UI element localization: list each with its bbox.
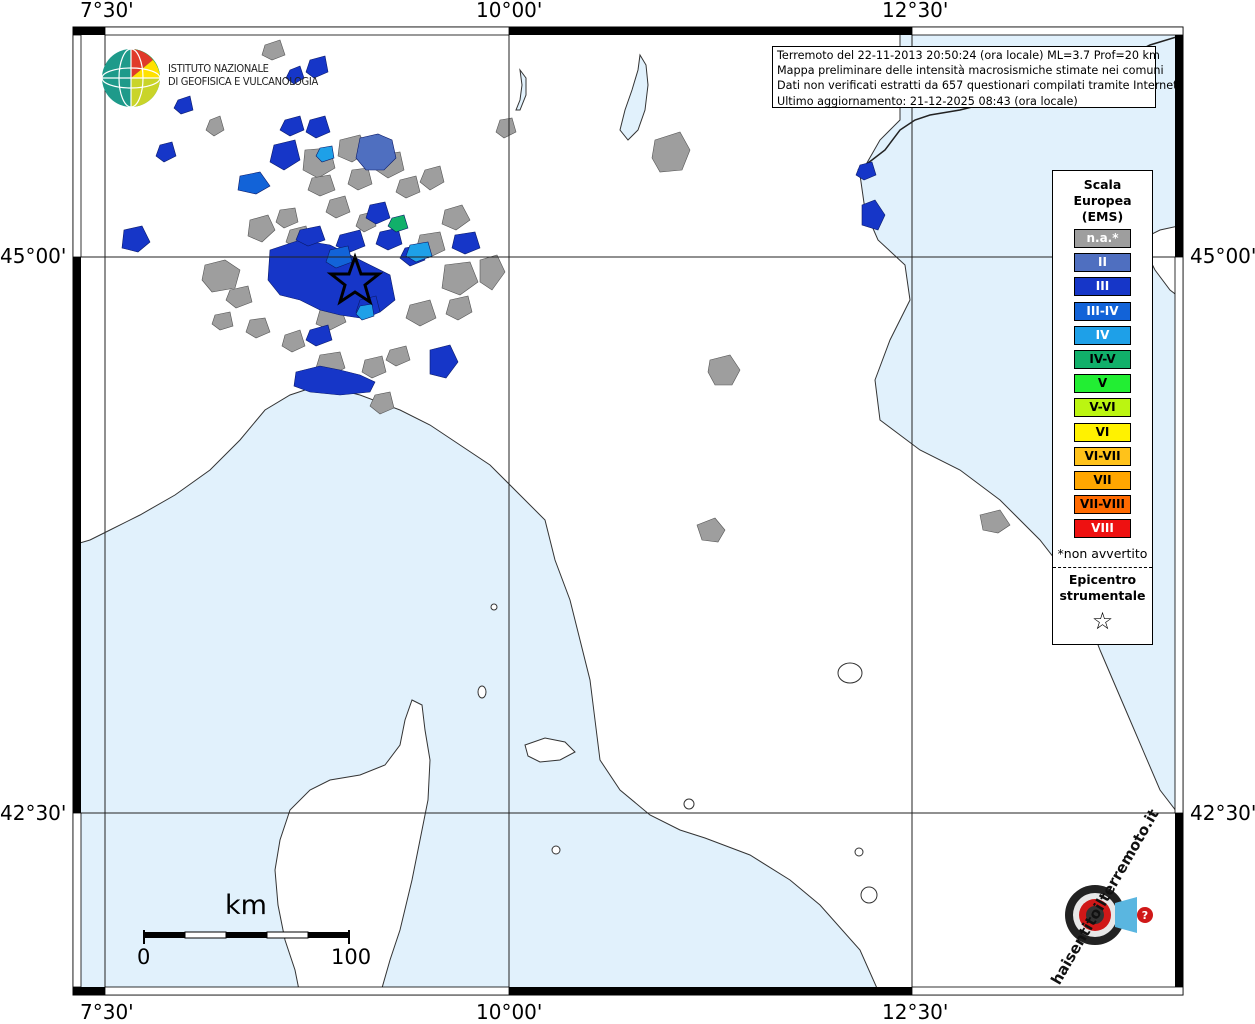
- lat-label-left-2: 42°30': [0, 801, 67, 825]
- legend-swatch-v-vi: V-VI: [1074, 398, 1131, 418]
- legend-swatch-iii: III: [1074, 277, 1131, 297]
- legend-swatch-v: V: [1074, 374, 1131, 394]
- legend-swatch-iii-iv: III-IV: [1074, 301, 1131, 321]
- map-frame: [72, 26, 1184, 996]
- ingv-logo-icon: [101, 48, 161, 108]
- legend-epicentre-line-1: Epicentro: [1068, 572, 1137, 587]
- scale-bar-unit: km: [225, 890, 267, 921]
- island-capraia: [477, 685, 487, 699]
- svg-text:?: ?: [1142, 909, 1148, 922]
- epicentre-star: [326, 252, 384, 306]
- data-source-note: Dati non verificati estratti da 657 ques…: [777, 79, 1182, 93]
- legend-divider: [1053, 567, 1152, 568]
- legend-note: *non avvertito: [1057, 546, 1148, 561]
- scale-bar: [143, 930, 350, 944]
- legend-swatch-vi-vii: VI-VII: [1074, 446, 1131, 466]
- map-description: Mappa preliminare delle intensità macros…: [777, 64, 1164, 78]
- legend-star-icon: ☆: [1091, 607, 1114, 635]
- island-giannutri: [860, 886, 878, 904]
- lon-label-bottom-3: 12°30': [882, 1000, 949, 1024]
- event-info-box: Terremoto del 22-11-2013 20:50:24 (ora l…: [772, 46, 1182, 108]
- legend-epicentre-line-2: strumentale: [1059, 588, 1146, 603]
- lake-iseo: [515, 68, 527, 111]
- graticule: [73, 27, 1183, 995]
- scale-bar-min: 0: [137, 945, 151, 969]
- island-giglio: [683, 798, 695, 810]
- island-other: [854, 847, 864, 857]
- ems-legend: Scala Europea (EMS) n.a.* II III III-IV IV IV…: [1052, 170, 1153, 645]
- legend-swatch-vii: VII: [1074, 471, 1131, 490]
- island-montecristo: [551, 845, 561, 855]
- lon-label-top-3: 12°30': [882, 0, 949, 22]
- legend-title: Scala Europea (EMS): [1053, 177, 1152, 225]
- lon-label-top-2: 10°00': [476, 0, 543, 22]
- municipalities-ii: [355, 133, 397, 171]
- legend-swatch-viii: VIII: [1074, 519, 1131, 539]
- legend-swatch-vii-viii: VII-VIII: [1074, 495, 1131, 515]
- legend-title-line-2: Europea: [1073, 193, 1132, 208]
- legend-swatch-vi: VI: [1074, 422, 1131, 442]
- event-title: Terremoto del 22-11-2013 20:50:24 (ora l…: [777, 49, 1160, 62]
- lon-label-top-1: 7°30': [80, 0, 134, 22]
- lon-label-bottom-1: 7°30': [80, 1000, 134, 1024]
- lon-label-bottom-2: 10°00': [476, 1000, 543, 1024]
- legend-swatch-ii: II: [1074, 253, 1131, 273]
- last-update: Ultimo aggiornamento: 21-12-2025 08:43 (…: [777, 94, 1078, 108]
- legend-title-line-3: (EMS): [1081, 209, 1124, 224]
- legend-title-line-1: Scala: [1083, 177, 1122, 192]
- lat-label-left-1: 45°00': [0, 244, 67, 268]
- legend-swatch-n-a-: n.a.*: [1074, 229, 1131, 248]
- municipalities-ivv: [387, 214, 409, 233]
- scale-bar-max: 100: [331, 945, 372, 969]
- lat-label-right-2: 42°30': [1190, 801, 1255, 825]
- institute-line-2: DI GEOFISICA E VULCANOLOGIA: [168, 75, 318, 88]
- corsica: [274, 699, 431, 995]
- lat-label-right-1: 45°00': [1190, 244, 1255, 268]
- island-ponza: [837, 662, 863, 684]
- island-pianosa: [490, 603, 498, 611]
- lake-garda: [619, 53, 649, 141]
- elba: [524, 737, 576, 763]
- institute-name: ISTITUTO NAZIONALE DI GEOFISICA E VULCAN…: [168, 62, 318, 88]
- institute-line-1: ISTITUTO NAZIONALE: [168, 62, 269, 75]
- legend-swatch-iv: IV: [1074, 325, 1131, 345]
- legend-epicentre-label: Epicentro strumentale: [1053, 572, 1152, 604]
- haisentito-logo-icon: ?: [1065, 885, 1153, 945]
- legend-swatch-iv-v: IV-V: [1074, 350, 1131, 369]
